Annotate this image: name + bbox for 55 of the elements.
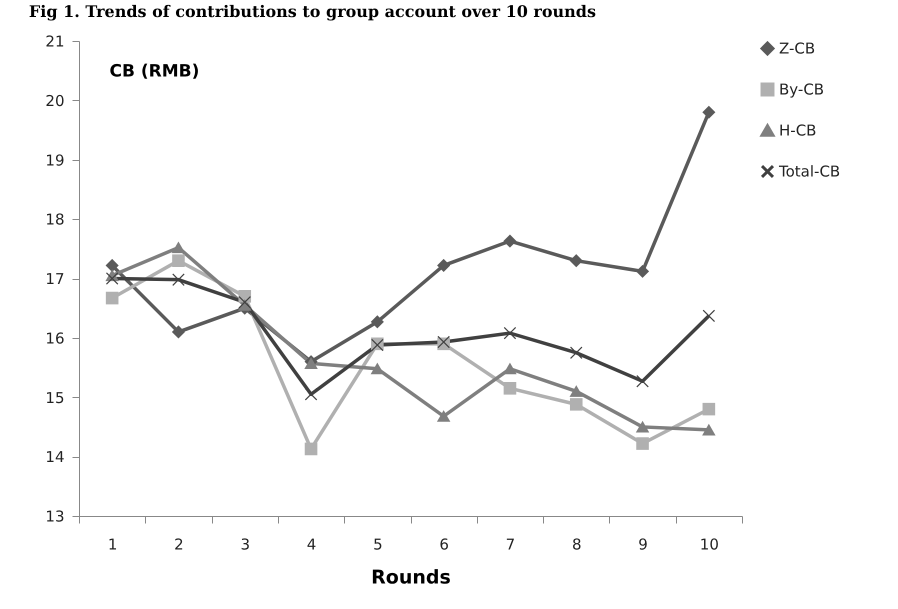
point bbox=[504, 326, 516, 340]
point bbox=[636, 374, 649, 388]
x-tick-label: 7 bbox=[506, 536, 516, 554]
point bbox=[106, 292, 118, 304]
y-tick-label: 17 bbox=[45, 270, 64, 288]
legend-label: By-CB bbox=[779, 80, 824, 98]
point bbox=[702, 424, 716, 436]
point bbox=[504, 234, 516, 248]
point bbox=[106, 272, 118, 285]
x-tick-label: 2 bbox=[174, 536, 184, 554]
point bbox=[106, 259, 118, 272]
point bbox=[702, 106, 716, 119]
point bbox=[702, 402, 716, 416]
legend-label: H-CB bbox=[779, 122, 816, 140]
point bbox=[304, 358, 318, 369]
legend-label: Z-CB bbox=[779, 40, 816, 58]
point bbox=[371, 316, 384, 328]
x-tick-label: 10 bbox=[700, 536, 719, 554]
point bbox=[570, 386, 583, 397]
point bbox=[172, 254, 185, 267]
point bbox=[304, 442, 318, 456]
y-tick-label: 20 bbox=[45, 92, 64, 110]
point bbox=[172, 273, 185, 286]
x-tick-label: 6 bbox=[439, 536, 449, 554]
point bbox=[437, 259, 450, 272]
y-tick-label: 14 bbox=[45, 448, 64, 466]
point bbox=[504, 363, 516, 374]
x-tick-label: 8 bbox=[572, 536, 582, 554]
x-tick-label: 4 bbox=[306, 536, 316, 554]
point bbox=[437, 410, 450, 422]
point bbox=[636, 437, 649, 450]
point bbox=[238, 296, 252, 309]
point bbox=[636, 421, 649, 432]
point bbox=[172, 326, 185, 338]
point bbox=[371, 363, 384, 374]
x-tick-label: 5 bbox=[373, 536, 383, 554]
x-tick-label: 3 bbox=[240, 536, 250, 554]
y-tick-label: 19 bbox=[45, 151, 64, 170]
y-tick-label: 16 bbox=[45, 329, 64, 348]
point bbox=[702, 310, 716, 322]
point bbox=[570, 254, 583, 267]
y-tick-label: 21 bbox=[45, 32, 64, 50]
point bbox=[570, 346, 583, 360]
point bbox=[636, 265, 649, 278]
point bbox=[504, 382, 516, 395]
point bbox=[570, 398, 583, 411]
x-axis-title: Rounds bbox=[371, 566, 451, 588]
y-tick-label: 13 bbox=[45, 508, 64, 526]
y-tick-label: 18 bbox=[45, 210, 64, 229]
y-axis-title: CB (RMB) bbox=[110, 62, 200, 82]
chart-title: Fig 1. Trends of contributions to group account over 10 rounds bbox=[28, 2, 596, 21]
x-tick-label: 1 bbox=[108, 536, 118, 554]
y-tick-label: 15 bbox=[45, 388, 64, 407]
legend-label: Total-CB bbox=[778, 162, 840, 180]
x-tick-label: 9 bbox=[638, 536, 648, 554]
